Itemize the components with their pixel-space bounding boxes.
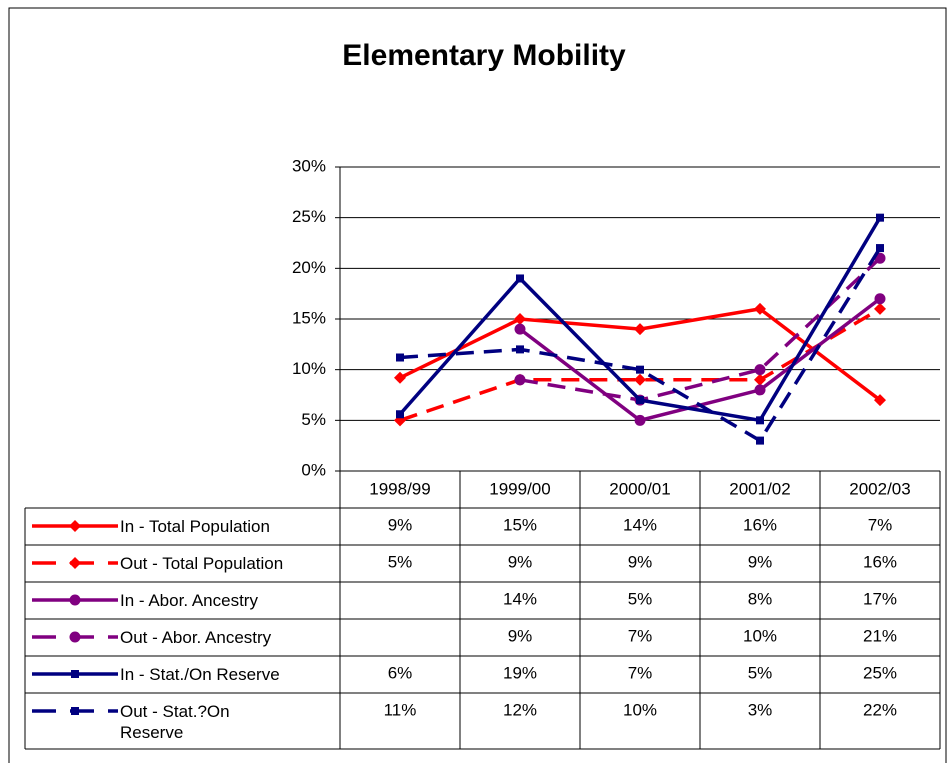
table-value: 9% — [508, 626, 533, 645]
table-value: 9% — [388, 515, 413, 534]
marker — [514, 323, 526, 335]
table-value: 3% — [748, 700, 773, 719]
legend-label: In - Stat./On Reserve — [120, 665, 280, 684]
marker — [71, 670, 79, 678]
legend-label: In - Abor. Ancestry — [120, 591, 258, 610]
x-tick-label: 2002/03 — [849, 479, 910, 498]
table-value: 17% — [863, 589, 897, 608]
marker — [756, 436, 764, 445]
marker — [634, 373, 646, 386]
y-tick-label: 30% — [292, 156, 326, 175]
marker — [874, 302, 886, 315]
table-value: 21% — [863, 626, 897, 645]
table-value: 10% — [623, 700, 657, 719]
table-value: 7% — [628, 626, 653, 645]
table-value: 9% — [508, 552, 533, 571]
y-tick-label: 0% — [301, 460, 326, 479]
legend-label-box: Out - Stat.?On Reserve — [120, 702, 230, 742]
table-value: 16% — [743, 515, 777, 534]
marker — [874, 293, 886, 305]
legend-label-box: Out - Total Population — [120, 554, 284, 573]
marker — [516, 274, 524, 283]
table-value: 15% — [503, 515, 537, 534]
chart-border — [8, 7, 947, 763]
x-tick-label: 2001/02 — [729, 479, 790, 498]
legend-label: Out - Abor. Ancestry — [120, 628, 272, 647]
table-value: 16% — [863, 552, 897, 571]
x-tick-label: 2000/01 — [609, 479, 670, 498]
y-tick-label: 25% — [292, 207, 326, 226]
table-value: 22% — [863, 700, 897, 719]
marker — [71, 707, 79, 715]
legend-label-box: In - Abor. Ancestry — [120, 591, 258, 610]
marker — [514, 313, 526, 325]
table-value: 9% — [748, 552, 773, 571]
marker — [396, 353, 404, 362]
table-value: 12% — [503, 700, 537, 719]
table-value: 10% — [743, 626, 777, 645]
table-value: 7% — [628, 663, 653, 682]
table-value: 11% — [384, 700, 417, 719]
y-tick-label: 20% — [292, 258, 326, 277]
table-value: 5% — [388, 552, 413, 571]
table-value: 5% — [628, 589, 653, 608]
table-value: 7% — [868, 515, 893, 534]
marker — [396, 410, 404, 419]
chart-title: Elementary Mobility — [342, 39, 626, 72]
marker — [634, 414, 646, 426]
table-value: 14% — [623, 515, 657, 534]
marker — [876, 244, 884, 253]
series-line — [519, 256, 882, 402]
table-value: 6% — [388, 663, 413, 682]
legend-label: In - Total Population — [120, 517, 270, 536]
marker — [69, 520, 81, 532]
table-value: 25% — [863, 663, 897, 682]
y-tick-label: 10% — [292, 359, 326, 378]
legend-label: Out - Stat.?On Reserve — [120, 702, 230, 742]
table-value: 9% — [628, 552, 653, 571]
x-tick-label: 1999/00 — [489, 479, 550, 498]
table-value: 8% — [748, 589, 773, 608]
marker — [756, 416, 764, 425]
x-tick-label: 1998/99 — [369, 479, 430, 498]
marker — [754, 364, 766, 376]
legend-label: Out - Total Population — [120, 554, 284, 573]
series-line — [399, 307, 881, 422]
marker — [69, 594, 81, 606]
table-value: 14% — [503, 589, 537, 608]
marker — [516, 345, 524, 354]
table-value: 5% — [748, 663, 773, 682]
legend-label-box: Out - Abor. Ancestry — [120, 628, 272, 647]
marker — [636, 365, 644, 374]
marker — [636, 396, 644, 405]
marker — [69, 631, 81, 643]
y-tick-label: 5% — [301, 410, 326, 429]
marker — [754, 373, 766, 386]
marker — [876, 213, 884, 222]
marker — [754, 384, 766, 396]
marker — [874, 394, 886, 407]
y-tick-label: 15% — [292, 308, 326, 327]
legend-label-box: In - Total Population — [120, 517, 270, 536]
marker — [514, 374, 526, 386]
table-value: 19% — [503, 663, 537, 682]
marker — [69, 557, 81, 569]
marker — [754, 302, 766, 315]
marker — [394, 371, 406, 384]
marker — [634, 323, 646, 336]
legend-label-box: In - Stat./On Reserve — [120, 665, 280, 684]
